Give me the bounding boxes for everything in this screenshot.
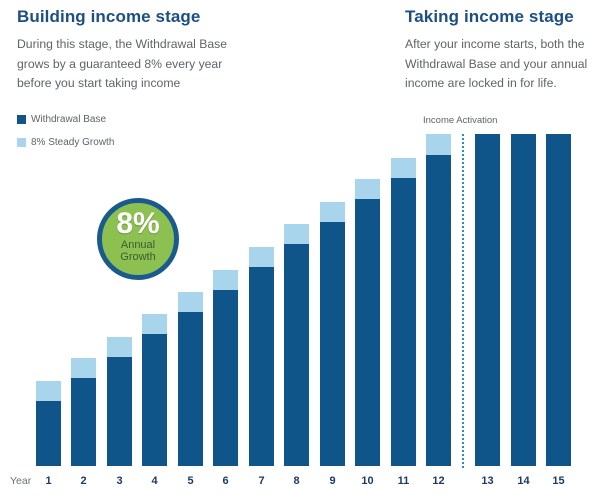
building-stage-heading: Building income stage [17, 7, 201, 26]
growth-segment [355, 179, 380, 199]
growth-segment [320, 202, 345, 222]
x-tick-label: 9 [329, 475, 336, 487]
x-tick-label: 3 [116, 475, 123, 487]
base-segment [142, 334, 167, 466]
bar-year-5 [178, 292, 203, 466]
legend-label: 8% Steady Growth [31, 137, 115, 148]
base-segment [178, 312, 203, 466]
base-segment [511, 134, 536, 466]
base-segment [391, 178, 416, 466]
base-segment [213, 290, 238, 466]
annual-growth-badge: 8% Annual Growth [97, 198, 179, 280]
base-segment [320, 222, 345, 466]
growth-segment [36, 381, 61, 401]
growth-segment [213, 270, 238, 290]
bar-year-4 [142, 314, 167, 466]
x-axis-title: Year [10, 475, 32, 487]
x-tick-label: 7 [258, 475, 265, 487]
bar-year-3 [107, 337, 132, 466]
x-tick-label: 12 [432, 475, 445, 487]
legend-swatch-icon [17, 115, 26, 124]
growth-segment [142, 314, 167, 334]
growth-segment [249, 247, 274, 267]
desc-line: During this stage, the Withdrawal Base [17, 37, 227, 51]
bar-year-6 [213, 270, 238, 466]
x-tick-label: 10 [361, 475, 374, 487]
bar-year-12 [426, 134, 451, 466]
x-tick-label: 15 [552, 475, 565, 487]
badge-value: 8% [116, 207, 160, 240]
bar-year-14 [511, 134, 536, 466]
x-tick-label: 5 [187, 475, 194, 487]
base-segment [546, 134, 571, 466]
desc-line: Withdrawal Base and your annual [405, 56, 588, 71]
legend-item-steady-growth: 8% Steady Growth [17, 137, 114, 148]
base-segment [355, 199, 380, 466]
badge-line2: Growth [120, 251, 156, 263]
bar-year-11 [391, 158, 416, 466]
growth-segment [107, 337, 132, 357]
bar-year-15 [546, 134, 571, 466]
legend-swatch-icon [17, 138, 26, 147]
legend-item-withdrawal-base: Withdrawal Base [17, 114, 106, 125]
desc-line: before you start taking income [17, 76, 181, 90]
x-tick-label: 11 [397, 475, 410, 487]
x-tick-label: 6 [222, 475, 229, 487]
base-segment [284, 244, 309, 466]
base-segment [36, 401, 61, 466]
x-tick-label: 13 [481, 475, 494, 487]
taking-stage-heading: Taking income stage [405, 7, 574, 26]
bar-year-10 [355, 179, 380, 466]
building-stage-description: During this stage, the Withdrawal Base g… [17, 35, 227, 94]
taking-stage-description: After your income starts, both the Withd… [405, 35, 587, 94]
base-segment [107, 357, 132, 466]
base-segment [475, 134, 500, 466]
x-tick-label: 2 [80, 475, 87, 487]
bar-year-2 [71, 358, 96, 466]
base-segment [249, 267, 274, 466]
income-activation-divider [462, 134, 464, 468]
bar-year-7 [249, 247, 274, 466]
growth-segment [71, 358, 96, 378]
growth-segment [391, 158, 416, 178]
base-segment [71, 378, 96, 466]
x-tick-label: 1 [45, 475, 52, 487]
desc-line: income are locked in for life. [405, 76, 557, 90]
x-tick-label: 4 [151, 475, 158, 487]
desc-line: grows by a guaranteed 8% every year [17, 56, 223, 71]
x-tick-label: 8 [293, 475, 300, 487]
base-segment [426, 155, 451, 466]
desc-line: After your income starts, both the [405, 37, 585, 51]
bar-year-8 [284, 224, 309, 466]
x-tick-label: 14 [517, 475, 530, 487]
bar-year-1 [36, 381, 61, 466]
badge-line1: Annual [120, 239, 156, 251]
growth-segment [284, 224, 309, 244]
income-activation-label: Income Activation [423, 115, 498, 126]
bar-year-9 [320, 202, 345, 466]
bar-year-13 [475, 134, 500, 466]
legend-label: Withdrawal Base [31, 114, 107, 125]
growth-segment [178, 292, 203, 312]
growth-segment [426, 134, 451, 155]
